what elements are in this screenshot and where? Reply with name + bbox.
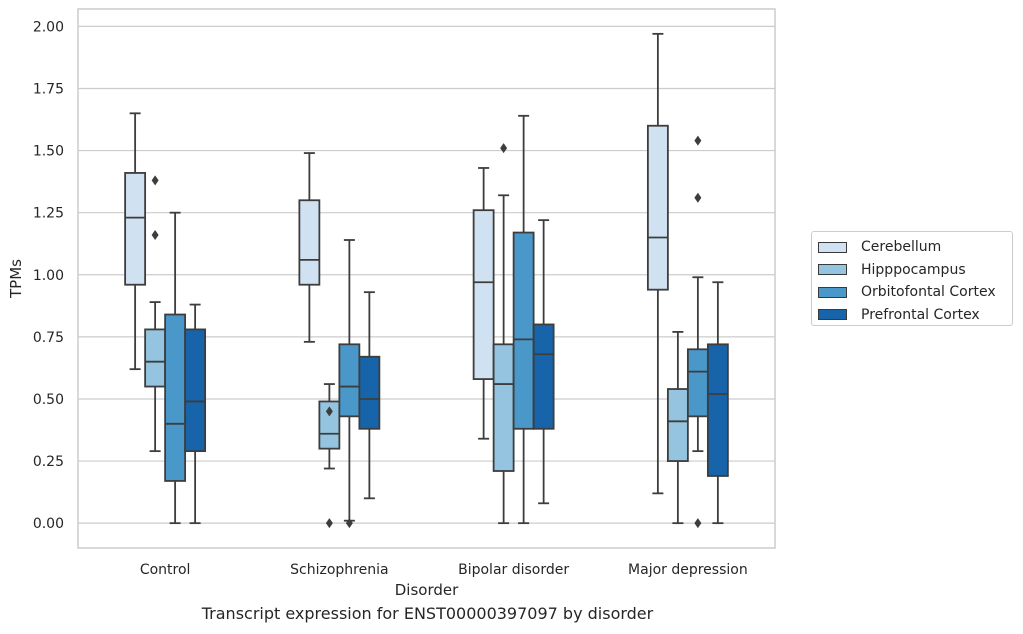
x-axis-title: Disorder — [395, 581, 459, 599]
y-tick-label: 2.00 — [33, 19, 64, 35]
box — [358, 355, 381, 430]
box — [164, 313, 187, 482]
box — [532, 323, 555, 430]
y-tick-label: 0.25 — [33, 454, 64, 470]
y-tick-label: 0.00 — [33, 516, 64, 532]
box — [666, 388, 689, 462]
plot-frame — [77, 8, 776, 549]
figure-caption: Transcript expression for ENST0000039709… — [201, 604, 654, 623]
legend-swatch — [818, 309, 847, 321]
box — [512, 231, 535, 430]
box — [706, 343, 729, 477]
legend-swatch — [818, 286, 847, 298]
legend-item: Cerebellum — [818, 236, 1012, 259]
box — [184, 328, 207, 453]
box — [124, 172, 147, 286]
legend-label: Orbitofontal Cortex — [861, 284, 996, 301]
legend-item: Hipppocampus — [818, 259, 1012, 282]
outlier-point — [500, 143, 508, 154]
legend-label: Cerebellum — [861, 239, 942, 256]
x-tick-label: Control — [140, 562, 191, 578]
y-axis-title: TPMs — [7, 259, 25, 299]
legend-label: Hipppocampus — [861, 261, 966, 278]
y-tick-label: 1.75 — [33, 81, 64, 97]
y-tick-label: 1.50 — [33, 144, 64, 160]
legend-label: Prefrontal Cortex — [861, 306, 980, 323]
legend-swatch — [818, 264, 847, 276]
outlier-point — [151, 230, 159, 241]
legend-item: Prefrontal Cortex — [818, 304, 1012, 327]
y-tick-label: 0.50 — [33, 392, 64, 408]
y-tick-label: 1.25 — [33, 206, 64, 222]
legend: Cerebellum Hipppocampus Orbitofontal Cor… — [811, 231, 1013, 326]
x-tick-label: Schizophrenia — [290, 562, 388, 578]
x-tick-label: Bipolar disorder — [458, 562, 569, 578]
box — [144, 328, 167, 388]
box — [318, 400, 341, 450]
x-tick-label: Major depression — [628, 562, 748, 578]
y-tick-label: 0.75 — [33, 330, 64, 346]
legend-item: Orbitofontal Cortex — [818, 281, 1012, 304]
box — [646, 124, 669, 291]
outlier-point — [325, 406, 333, 417]
box — [298, 199, 321, 286]
box — [338, 343, 361, 418]
box — [472, 209, 495, 380]
outlier-point — [345, 518, 353, 529]
outlier-point — [694, 192, 702, 203]
box — [686, 348, 709, 418]
box — [492, 343, 515, 472]
legend-swatch — [818, 241, 847, 253]
outlier-point — [694, 135, 702, 146]
y-tick-label: 1.00 — [33, 268, 64, 284]
outlier-point — [325, 518, 333, 529]
outlier-point — [694, 518, 702, 529]
outlier-point — [151, 175, 159, 186]
